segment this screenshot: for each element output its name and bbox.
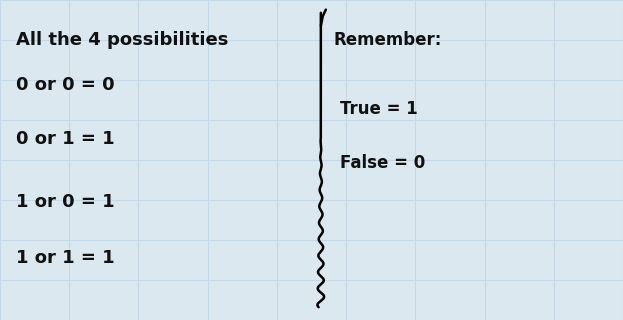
- Text: Remember:: Remember:: [333, 31, 442, 49]
- Text: All the 4 possibilities: All the 4 possibilities: [16, 31, 228, 49]
- Text: 0 or 1 = 1: 0 or 1 = 1: [16, 130, 114, 148]
- Text: 1 or 1 = 1: 1 or 1 = 1: [16, 249, 114, 267]
- Text: 1 or 0 = 1: 1 or 0 = 1: [16, 193, 114, 211]
- Text: 0 or 0 = 0: 0 or 0 = 0: [16, 76, 114, 94]
- Text: False = 0: False = 0: [340, 154, 425, 172]
- Text: True = 1: True = 1: [340, 100, 417, 118]
